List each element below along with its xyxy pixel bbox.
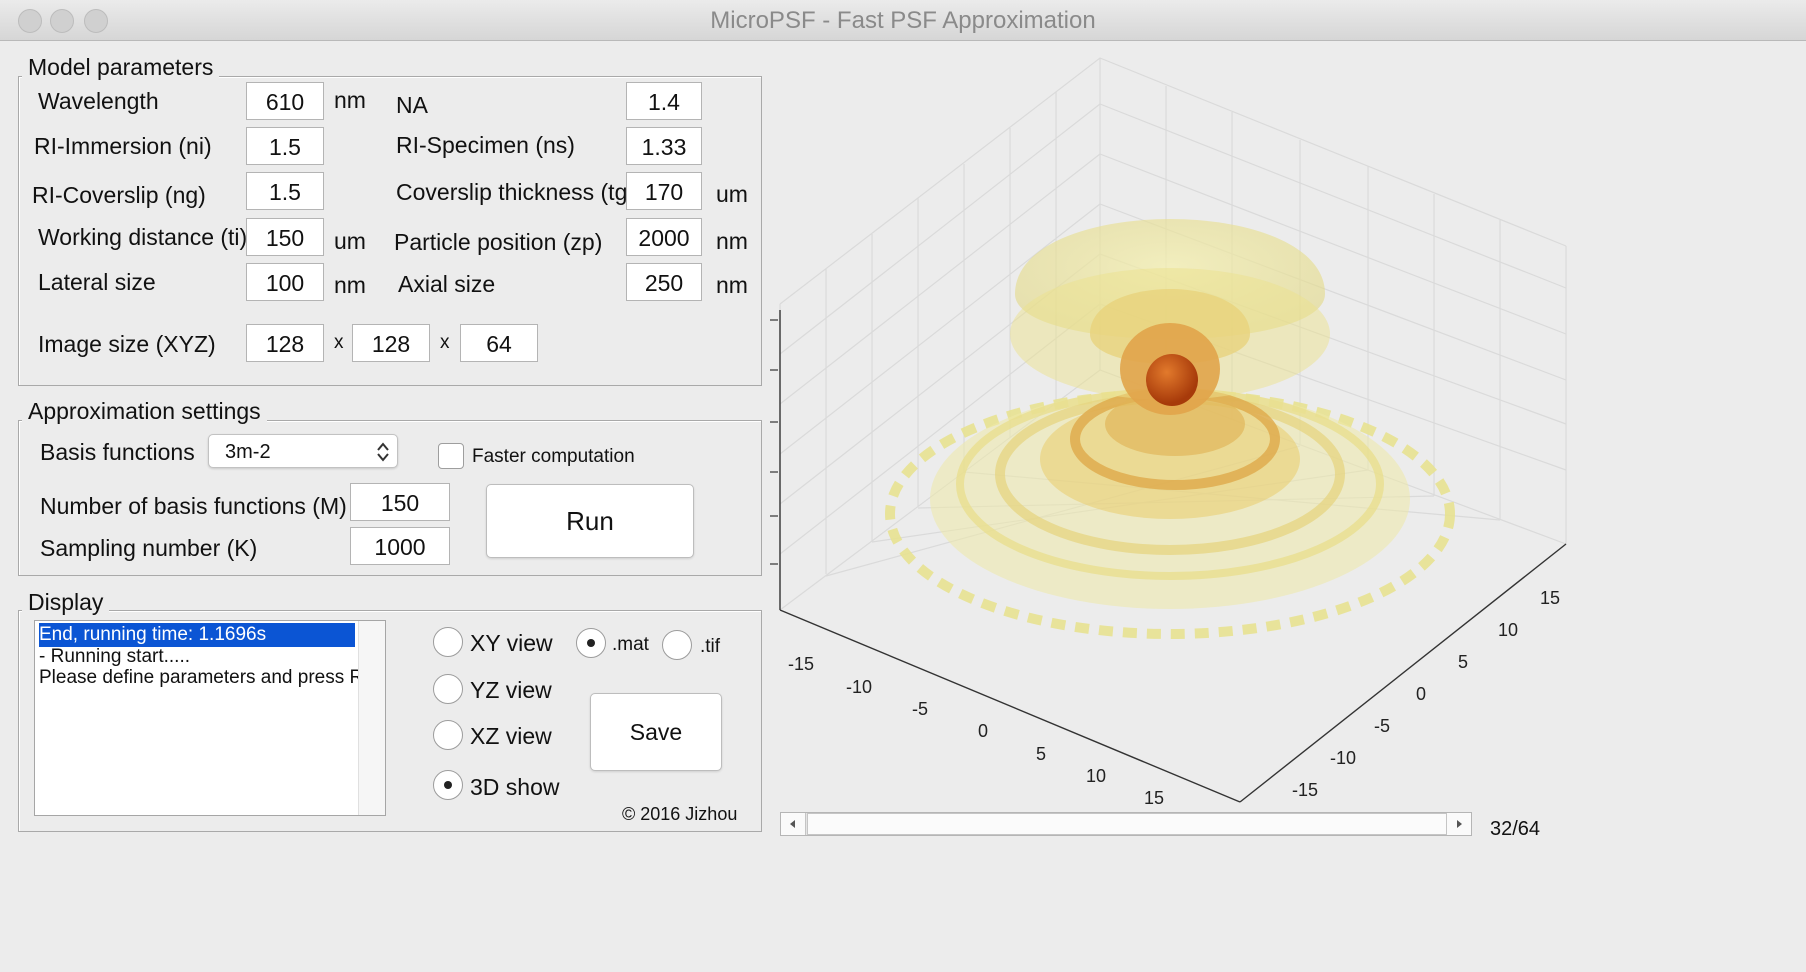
basis-functions-label: Basis functions <box>40 439 195 465</box>
x-tick-label: -5 <box>912 699 928 719</box>
basis-functions-dropdown[interactable]: 3m-2 <box>208 434 398 468</box>
model-parameters-legend: Model parameters <box>22 54 220 81</box>
zoom-window-button[interactable] <box>84 9 108 33</box>
working-distance-unit: um <box>334 228 366 254</box>
mat-format-radio[interactable] <box>576 628 606 658</box>
tif-format-label: .tif <box>700 636 721 657</box>
image-size-x-field[interactable]: 128 <box>246 324 324 362</box>
y-tick-label: -5 <box>1374 716 1390 736</box>
basis-functions-value: 3m-2 <box>225 441 271 463</box>
faster-computation-checkbox[interactable] <box>438 443 464 469</box>
xy-view-radio[interactable] <box>433 627 463 657</box>
z-axis-ticks <box>770 319 778 565</box>
psf-isosurface <box>885 219 1455 639</box>
approximation-settings-legend: Approximation settings <box>22 398 267 425</box>
image-size-separator-2: x <box>440 332 450 353</box>
x-tick-label: -10 <box>846 677 872 697</box>
axial-size-unit: nm <box>716 272 748 298</box>
working-distance-label: Working distance (ti) <box>38 224 248 250</box>
x-tick-label: 5 <box>1036 744 1046 764</box>
log-listbox[interactable]: End, running time: 1.1696s - Running sta… <box>34 620 386 816</box>
y-tick-label: 15 <box>1540 588 1560 608</box>
image-size-label: Image size (XYZ) <box>38 331 216 357</box>
ri-immersion-field[interactable]: 1.5 <box>246 127 324 165</box>
psf-3d-plot[interactable]: -15 -10 -5 0 5 10 15 15 10 5 0 -5 -10 -1… <box>770 44 1570 814</box>
slider-thumb[interactable] <box>807 813 1447 835</box>
image-size-separator-1: x <box>334 332 344 353</box>
particle-position-unit: nm <box>716 228 748 254</box>
wavelength-field[interactable]: 610 <box>246 82 324 120</box>
axial-size-label: Axial size <box>398 271 496 297</box>
particle-position-label: Particle position (zp) <box>394 229 603 255</box>
approximation-settings-panel <box>18 420 762 576</box>
ri-specimen-label: RI-Specimen (ns) <box>396 132 575 158</box>
xz-view-radio[interactable] <box>433 720 463 750</box>
particle-position-field[interactable]: 2000 <box>626 218 702 256</box>
copyright-text: © 2016 Jizhou <box>622 804 738 824</box>
na-label: NA <box>396 92 428 118</box>
chevron-right-icon <box>1457 820 1462 828</box>
faster-computation-label: Faster computation <box>472 446 635 467</box>
display-legend: Display <box>22 589 110 616</box>
y-tick-label: 10 <box>1498 620 1518 640</box>
ri-coverslip-label: RI-Coverslip (ng) <box>32 182 206 208</box>
y-tick-label: 0 <box>1416 684 1426 704</box>
number-basis-functions-label: Number of basis functions (M) <box>40 493 347 519</box>
chevron-left-icon <box>790 820 795 828</box>
lateral-size-label: Lateral size <box>38 269 156 295</box>
ri-immersion-label: RI-Immersion (ni) <box>34 133 212 159</box>
coverslip-thickness-label: Coverslip thickness (tg) <box>396 179 636 205</box>
window-title-bar: MicroPSF - Fast PSF Approximation <box>0 0 1806 41</box>
coverslip-thickness-unit: um <box>716 181 748 207</box>
ri-specimen-field[interactable]: 1.33 <box>626 127 702 165</box>
log-item[interactable]: - Running start..... <box>39 646 191 667</box>
x-tick-label: 0 <box>978 721 988 741</box>
3d-show-label: 3D show <box>470 774 560 800</box>
y-tick-label: -10 <box>1330 748 1356 768</box>
axial-size-field[interactable]: 250 <box>626 263 702 301</box>
y-tick-label: -15 <box>1292 780 1318 800</box>
slider-left-arrow-button[interactable] <box>781 813 806 835</box>
log-item[interactable]: End, running time: 1.1696s <box>39 623 355 647</box>
model-parameters-panel <box>18 76 762 386</box>
image-size-y-field[interactable]: 128 <box>352 324 430 362</box>
image-size-z-field[interactable]: 64 <box>460 324 538 362</box>
save-button[interactable]: Save <box>590 693 722 771</box>
log-scrollbar[interactable] <box>358 621 385 815</box>
working-distance-field[interactable]: 150 <box>246 218 324 256</box>
tif-format-radio[interactable] <box>662 630 692 660</box>
plot-axes <box>779 310 1567 803</box>
close-window-button[interactable] <box>18 9 42 33</box>
y-tick-label: 5 <box>1458 652 1468 672</box>
log-item[interactable]: Please define parameters and press Run <box>39 667 385 688</box>
sampling-number-field[interactable]: 1000 <box>350 527 450 565</box>
mat-format-label: .mat <box>612 634 649 655</box>
x-tick-label: 15 <box>1144 788 1164 808</box>
slider-right-arrow-button[interactable] <box>1446 813 1471 835</box>
display-panel <box>18 610 762 832</box>
coverslip-thickness-field[interactable]: 170 <box>626 172 702 210</box>
x-tick-label: -15 <box>788 654 814 674</box>
slice-slider[interactable] <box>780 812 1472 836</box>
run-button[interactable]: Run <box>486 484 694 558</box>
minimize-window-button[interactable] <box>50 9 74 33</box>
yz-view-label: YZ view <box>470 677 552 703</box>
ri-coverslip-field[interactable]: 1.5 <box>246 172 324 210</box>
yz-view-radio[interactable] <box>433 674 463 704</box>
window-title: MicroPSF - Fast PSF Approximation <box>710 7 1096 34</box>
wavelength-unit: nm <box>334 87 366 113</box>
wavelength-label: Wavelength <box>38 88 159 114</box>
3d-show-radio[interactable] <box>433 770 463 800</box>
x-tick-label: 10 <box>1086 766 1106 786</box>
xy-view-label: XY view <box>470 630 553 656</box>
xz-view-label: XZ view <box>470 723 552 749</box>
slice-index-label: 32/64 <box>1490 818 1541 840</box>
up-down-chevron-icon <box>377 442 389 462</box>
number-basis-functions-field[interactable]: 150 <box>350 483 450 521</box>
sampling-number-label: Sampling number (K) <box>40 535 258 561</box>
na-field[interactable]: 1.4 <box>626 82 702 120</box>
lateral-size-unit: nm <box>334 272 366 298</box>
lateral-size-field[interactable]: 100 <box>246 263 324 301</box>
